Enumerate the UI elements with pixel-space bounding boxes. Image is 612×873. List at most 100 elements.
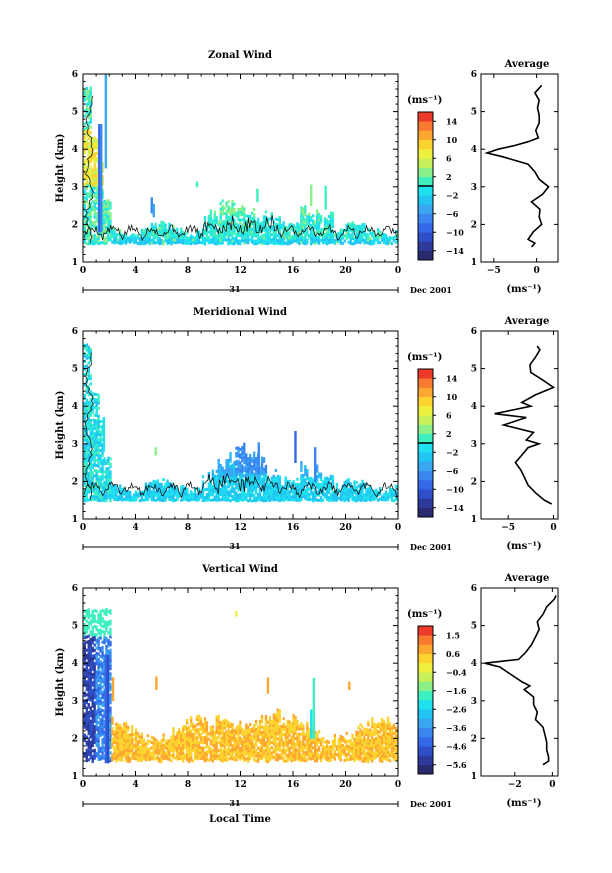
heatmap-cell [93,136,96,140]
heatmap-cell [97,441,100,445]
heatmap-cell [85,717,88,721]
heatmap-cell [85,160,88,164]
heatmap-cell [87,345,90,349]
heatmap-cell [249,217,252,221]
heatmap-cell [290,238,293,242]
heatmap-cell [207,230,211,234]
heatmap-cell [105,485,108,489]
heatmap-cell [103,228,106,232]
heatmap-cell [241,464,244,468]
heatmap-cell [245,235,248,239]
heatmap-cell [105,218,108,222]
heatmap-cell [150,230,153,234]
heatmap-cell [231,754,234,758]
heatmap-cell [182,233,185,237]
profile-y-tick-label: 2 [471,477,477,487]
heatmap-cell [209,225,213,229]
heatmap-cell [156,495,159,499]
heatmap-cell [390,488,394,492]
heatmap-cell [359,233,362,237]
heatmap-cell [327,498,331,502]
heatmap-cell [264,223,268,227]
heatmap-cell [274,487,277,491]
heatmap-cell [152,493,155,497]
heatmap-cell [164,740,167,744]
heatmap-cell [91,659,94,663]
heatmap-cell [93,756,96,760]
heatmap-cell [233,739,236,743]
heatmap-cell [213,751,216,755]
heatmap-cell [195,752,199,756]
heatmap-cell [215,475,218,479]
heatmap-cell [93,447,96,452]
heatmap-cell [300,235,303,239]
heatmap-cell [85,110,88,114]
heatmap-cell [83,159,87,163]
heatmap-cell [123,722,126,726]
heatmap-cell [254,464,258,469]
heatmap-cell [221,469,224,473]
heatmap-cell [104,89,108,93]
heatmap-cell [134,752,138,756]
heatmap-cell [378,497,382,501]
heatmap-cell [329,222,333,226]
heatmap-cell [98,152,101,156]
heatmap-cell [85,753,88,757]
heatmap-cell [97,663,100,667]
heatmap-cell [233,492,236,496]
heatmap-cell [300,469,303,473]
heatmap-cell [125,493,128,497]
heatmap-cell [123,746,126,750]
heatmap-cell [98,229,101,233]
heatmap-cell [233,474,236,478]
heatmap-cell [205,238,209,242]
heatmap-cell [197,735,201,739]
heatmap-cell [286,495,289,499]
heatmap-cell [103,756,106,761]
heatmap-cell [126,759,130,763]
heatmap-cell [166,495,169,499]
heatmap-cell [91,426,94,430]
heatmap-cell [123,743,126,747]
heatmap-cell [329,477,333,481]
heatmap-cell [111,756,114,760]
heatmap-cell [164,226,167,230]
heatmap-cell [89,202,92,206]
heatmap-cell [85,724,88,728]
heatmap-cell [97,443,100,447]
heatmap-cell [361,233,364,237]
heatmap-cell [101,443,104,447]
heatmap-cell [98,216,101,220]
heatmap-cell [138,239,142,243]
heatmap-cell [83,148,87,152]
heatmap-cell [91,423,94,427]
heatmap-cell [219,732,222,736]
heatmap-cell [231,497,234,501]
heatmap-cell [87,348,90,352]
heatmap-cell [262,241,266,245]
heatmap-cell [117,726,120,730]
heatmap-cell [353,228,356,232]
heatmap-cell [203,727,207,731]
heatmap-cell [235,483,238,487]
heatmap-cell [156,742,159,746]
heatmap-cell [150,207,153,211]
heatmap-cell [184,756,187,760]
heatmap-cell [136,492,140,496]
heatmap-cell [109,709,112,713]
x-tick-label: 8 [185,266,191,276]
heatmap-cell [180,754,183,758]
heatmap-cell [229,451,232,455]
heatmap-cell [103,720,106,724]
heatmap-cell [278,475,281,479]
heatmap-cell [217,493,220,497]
heatmap-cell [89,144,92,148]
heatmap-cell [180,739,183,743]
heatmap-cell [274,468,277,472]
heatmap-cell [89,96,92,100]
heatmap-cell [235,214,238,218]
heatmap-cell [85,369,88,373]
heatmap-cell [87,621,90,625]
heatmap-cell [323,224,327,228]
heatmap-cell [315,227,319,231]
